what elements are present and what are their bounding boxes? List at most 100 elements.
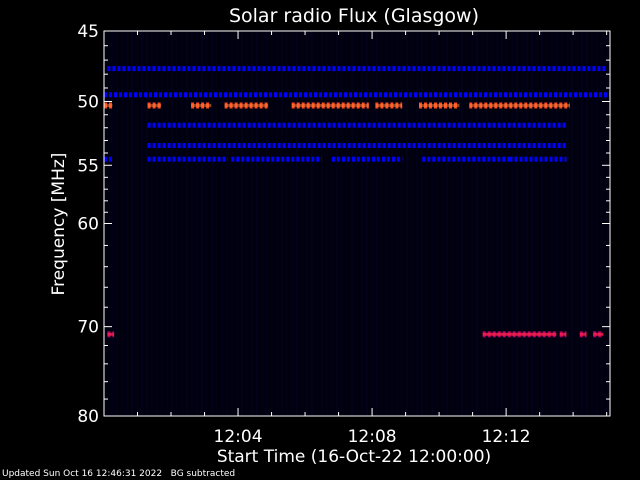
band-cell-49.5 xyxy=(454,92,457,98)
band-cell-47.6 xyxy=(577,66,581,72)
band-cell-49.5 xyxy=(214,92,217,98)
background-streak xyxy=(196,32,198,415)
background-streak xyxy=(456,32,458,415)
band-cell-53.4 xyxy=(532,143,536,148)
band-cell-51.8 xyxy=(347,122,351,128)
background-streak xyxy=(451,32,453,415)
band-cell-53.4 xyxy=(257,143,261,148)
band-cell-51.8 xyxy=(392,122,396,128)
band-cell-54.5 xyxy=(286,156,290,162)
band-core-50.3 xyxy=(375,104,403,107)
band-cell-53.4 xyxy=(452,143,456,148)
band-cell-47.6 xyxy=(267,66,271,72)
x-tick-label: 12:04 xyxy=(214,427,263,447)
background-streak xyxy=(571,32,573,415)
band-cell-49.5 xyxy=(209,92,212,98)
band-cell-47.6 xyxy=(457,66,461,72)
band-cell-51.8 xyxy=(497,122,501,128)
band-cell-54.5 xyxy=(539,156,543,162)
band-cell-54.5 xyxy=(482,156,486,162)
band-cell-51.8 xyxy=(342,122,346,128)
background-streak xyxy=(216,32,218,415)
band-cell-54.5 xyxy=(497,156,501,162)
band-cell-54.5 xyxy=(391,156,395,162)
band-cell-54.5 xyxy=(502,156,506,162)
band-cell-49.5 xyxy=(414,92,417,98)
band-cell-47.6 xyxy=(597,66,601,72)
band-cell-47.6 xyxy=(567,66,571,72)
band-cell-54.5 xyxy=(462,156,466,162)
band-cell-49.5 xyxy=(514,92,517,98)
band-cell-51.8 xyxy=(177,122,181,128)
band-cell-54.5 xyxy=(167,156,171,162)
band-cell-54.5 xyxy=(261,156,265,162)
background-streak xyxy=(201,32,203,415)
band-cell-47.6 xyxy=(132,66,136,72)
band-cell-49.5 xyxy=(479,92,482,98)
band-cell-51.8 xyxy=(192,122,196,128)
band-cell-54.5 xyxy=(447,156,451,162)
band-cell-53.4 xyxy=(237,143,241,148)
band-core-50.3 xyxy=(224,104,269,107)
band-cell-54.5 xyxy=(487,156,491,162)
background-streak xyxy=(226,32,228,415)
band-cell-49.5 xyxy=(354,92,357,98)
band-cell-47.6 xyxy=(127,66,131,72)
band-cell-53.4 xyxy=(467,143,471,148)
background-streak xyxy=(491,32,493,415)
band-cell-54.5 xyxy=(524,156,528,162)
band-cell-54.5 xyxy=(147,156,151,162)
band-cell-49.5 xyxy=(224,92,227,98)
background-streak xyxy=(506,32,508,415)
band-cell-49.5 xyxy=(499,92,502,98)
band-cell-49.5 xyxy=(584,92,587,98)
band-cell-51.8 xyxy=(182,122,186,128)
background-streak xyxy=(326,32,328,415)
band-cell-47.6 xyxy=(527,66,531,72)
band-cell-53.4 xyxy=(367,143,371,148)
band-cell-53.4 xyxy=(282,143,286,148)
band-cell-49.5 xyxy=(374,92,377,98)
band-cell-53.4 xyxy=(402,143,406,148)
band-cell-53.4 xyxy=(457,143,461,148)
band-cell-51.8 xyxy=(537,122,541,128)
band-core-70.8 xyxy=(107,332,115,336)
band-cell-49.5 xyxy=(434,92,437,98)
band-cell-54.5 xyxy=(452,156,456,162)
band-core-70.8 xyxy=(579,332,587,336)
background-streak xyxy=(276,32,278,415)
band-cell-51.8 xyxy=(252,122,256,128)
band-cell-49.5 xyxy=(324,92,327,98)
background-streak xyxy=(581,32,583,415)
band-cell-53.4 xyxy=(177,143,181,148)
band-cell-49.5 xyxy=(494,92,497,98)
background-streak xyxy=(401,32,403,415)
band-cell-53.4 xyxy=(227,143,231,148)
band-cell-51.8 xyxy=(417,122,421,128)
band-cell-54.5 xyxy=(356,156,360,162)
band-cell-47.6 xyxy=(222,66,226,72)
background-streak xyxy=(121,32,123,415)
band-cell-47.6 xyxy=(262,66,266,72)
band-cell-53.4 xyxy=(407,143,411,148)
band-cell-47.6 xyxy=(537,66,541,72)
band-cell-47.6 xyxy=(297,66,301,72)
band-cell-49.5 xyxy=(129,92,132,98)
band-cell-53.4 xyxy=(382,143,386,148)
band-cell-47.6 xyxy=(382,66,386,72)
background-streak xyxy=(461,32,463,415)
band-cell-54.5 xyxy=(514,156,518,162)
y-tick-label: 55 xyxy=(77,156,99,176)
band-cell-49.5 xyxy=(409,92,412,98)
background-streak xyxy=(381,32,383,415)
band-cell-51.8 xyxy=(147,122,151,128)
band-cell-47.6 xyxy=(162,66,166,72)
band-cell-54.5 xyxy=(306,156,310,162)
band-cell-49.5 xyxy=(549,92,552,98)
background-streak xyxy=(236,32,238,415)
band-cell-53.4 xyxy=(392,143,396,148)
background-streak xyxy=(146,32,148,415)
band-cell-53.4 xyxy=(372,143,376,148)
band-cell-47.6 xyxy=(437,66,441,72)
background-streak xyxy=(396,32,398,415)
